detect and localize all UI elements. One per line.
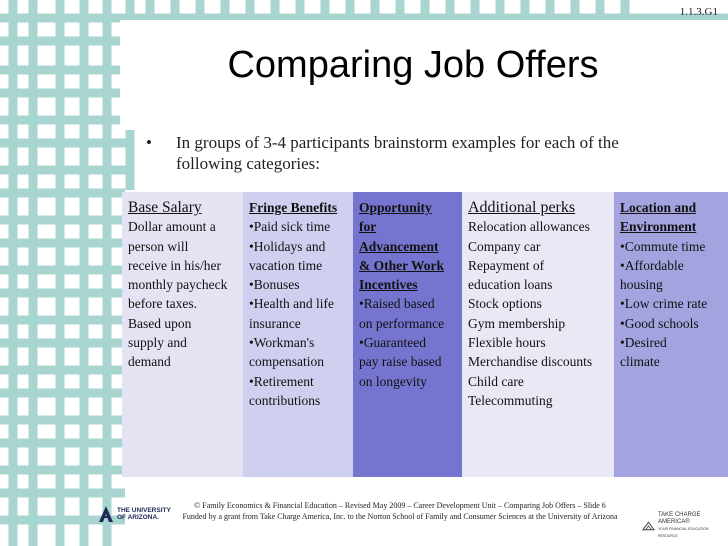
column-line: person will <box>128 238 189 254</box>
column-line: •Guaranteed <box>359 335 426 351</box>
column-line: demand <box>128 354 171 370</box>
slide-title: Comparing Job Offers <box>227 44 599 86</box>
column-line: •Holidays and <box>249 238 326 254</box>
column-additional-perks: Additional perks Relocation allowances C… <box>462 192 614 477</box>
column-heading: Additional perks <box>468 199 576 216</box>
column-line: Telecommuting <box>468 392 553 408</box>
column-line: compensation <box>249 354 324 370</box>
column-line: Company car <box>468 238 541 254</box>
column-line: Flexible hours <box>468 335 546 351</box>
column-heading: & Other Work <box>359 257 445 273</box>
column-line: Repayment of <box>468 257 545 273</box>
column-line: before taxes. <box>128 296 197 312</box>
column-line: on performance <box>359 315 445 331</box>
column-line: receive in his/her <box>128 257 221 273</box>
column-line: •Health and life <box>249 296 334 312</box>
tc-logo-line2: YOUR FINANCIAL EDUCATION RESOURCE <box>657 527 709 538</box>
title-background <box>120 20 728 130</box>
column-heading: Environment <box>620 219 697 235</box>
footer: © Family Economics & Financial Education… <box>165 500 635 522</box>
column-line: education loans <box>468 277 553 293</box>
take-charge-emblem-icon <box>642 521 655 531</box>
footer-funding: Funded by a grant from Take Charge Ameri… <box>182 512 618 521</box>
column-line: Stock options <box>468 296 542 312</box>
column-heading: Location and <box>620 200 697 215</box>
arizona-a-icon <box>99 506 113 522</box>
slide-code: 1.1.3.G1 <box>679 6 718 18</box>
column-line: Merchandise discounts <box>468 354 593 370</box>
ua-logo-line2: OF ARIZONA. <box>117 514 160 521</box>
ua-logo-line1: THE UNIVERSITY <box>117 507 171 514</box>
column-line: insurance <box>249 315 301 331</box>
take-charge-america-logo: TAKE CHARGE AMERICA® YOUR FINANCIAL EDUC… <box>642 512 728 540</box>
column-line: housing <box>620 277 663 293</box>
university-of-arizona-logo: THE UNIVERSITY OF ARIZONA. <box>97 505 171 523</box>
column-line: pay raise based <box>359 354 442 370</box>
column-line: •Commute time <box>620 238 706 254</box>
column-line: •Retirement <box>249 373 314 389</box>
column-line: •Affordable <box>620 257 684 273</box>
column-line: vacation time <box>249 257 323 273</box>
column-heading: Incentives <box>359 277 418 293</box>
column-heading: Advancement <box>359 238 439 254</box>
column-line: Relocation allowances <box>468 219 590 235</box>
column-line: •Desired <box>620 335 667 351</box>
column-line: climate <box>620 354 660 370</box>
instruction-bullet: • In groups of 3-4 participants brainsto… <box>146 132 686 174</box>
column-heading: Opportunity <box>359 200 432 215</box>
footer-copyright: © Family Economics & Financial Education… <box>194 501 606 510</box>
column-heading: Fringe Benefits <box>249 200 338 215</box>
column-line: on longevity <box>359 373 427 389</box>
column-opportunity: Opportunity for Advancement & Other Work… <box>353 192 462 477</box>
column-heading: Base Salary <box>128 199 202 216</box>
column-line: supply and <box>128 335 187 351</box>
column-heading: for <box>359 219 377 235</box>
column-base-salary: Base Salary Dollar amount a person will … <box>122 192 243 477</box>
column-line: Based upon <box>128 315 192 331</box>
column-line: •Paid sick time <box>249 219 331 235</box>
column-line: •Good schools <box>620 315 699 331</box>
category-columns: Base Salary Dollar amount a person will … <box>122 192 728 477</box>
column-line: •Raised based <box>359 296 435 312</box>
column-line: •Bonuses <box>249 277 300 293</box>
column-line: contributions <box>249 392 321 408</box>
column-location-environment: Location and Environment •Commute time •… <box>614 192 728 477</box>
bullet-icon: • <box>146 133 152 152</box>
column-line: •Low crime rate <box>620 296 708 312</box>
tc-logo-line1: TAKE CHARGE AMERICA® <box>657 512 701 525</box>
column-line: monthly paycheck <box>128 277 228 293</box>
column-line: Dollar amount a <box>128 219 216 235</box>
instruction-text: In groups of 3-4 participants brainstorm… <box>176 133 619 173</box>
column-line: Child care <box>468 373 524 389</box>
column-line: Gym membership <box>468 315 566 331</box>
column-fringe-benefits: Fringe Benefits •Paid sick time •Holiday… <box>243 192 353 477</box>
column-line: •Workman's <box>249 335 315 351</box>
